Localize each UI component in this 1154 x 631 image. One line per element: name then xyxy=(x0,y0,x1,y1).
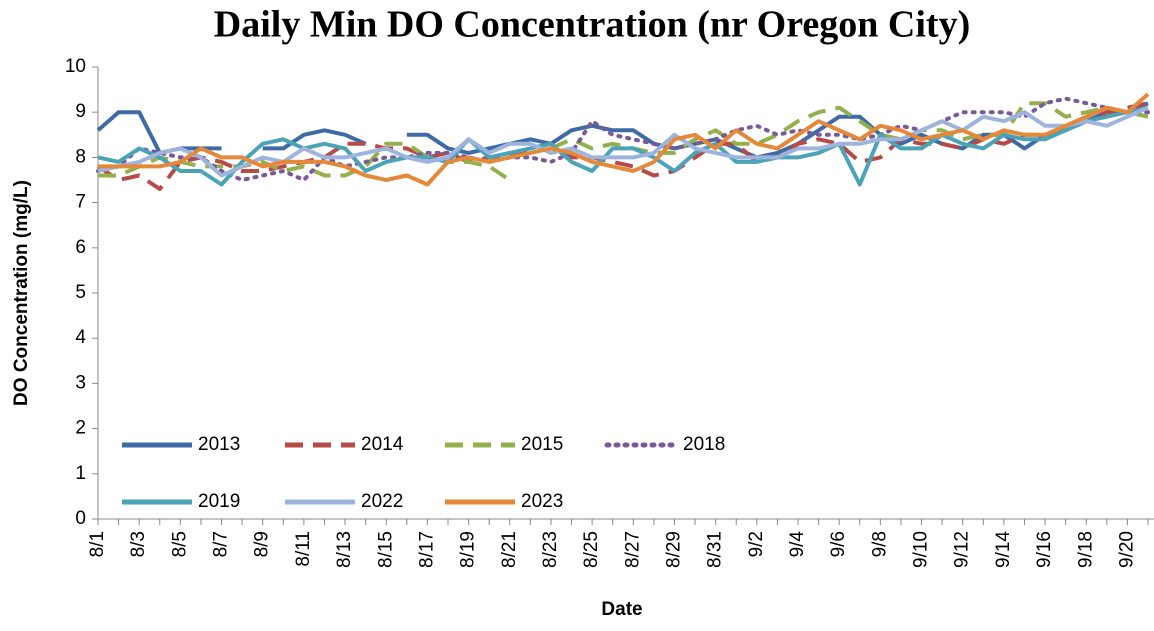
legend-label: 2015 xyxy=(521,434,563,455)
y-tick-label: 7 xyxy=(75,192,86,213)
series-line xyxy=(97,105,1149,178)
series-line xyxy=(98,92,1150,187)
series-line xyxy=(96,96,1150,182)
x-tick-label: 8/1 xyxy=(87,531,108,557)
x-tick-label: 9/10 xyxy=(911,531,932,568)
series-line xyxy=(96,101,1149,191)
x-tick-label: 8/27 xyxy=(622,531,643,568)
series-line xyxy=(97,105,1149,187)
legend-label: 2018 xyxy=(683,434,725,455)
legend-label: 2022 xyxy=(361,491,403,512)
x-tick-label: 8/3 xyxy=(128,531,149,557)
y-tick-label: 1 xyxy=(75,463,86,484)
x-tick-label: 9/20 xyxy=(1116,531,1137,568)
x-tick-label: 8/17 xyxy=(416,531,437,568)
chart-title: Daily Min DO Concentration (nr Oregon Ci… xyxy=(214,4,970,46)
legend-label: 2013 xyxy=(198,434,240,455)
x-tick-label: 9/6 xyxy=(828,531,849,557)
x-tick-label: 9/8 xyxy=(869,531,890,557)
y-tick-label: 8 xyxy=(75,146,86,167)
x-tick-label: 8/29 xyxy=(663,531,684,568)
x-tick-label: 8/19 xyxy=(458,531,479,568)
y-tick-label: 4 xyxy=(75,327,86,348)
x-axis-title: Date xyxy=(601,599,642,620)
y-tick-label: 2 xyxy=(75,418,86,439)
legend-label: 2014 xyxy=(361,434,404,455)
y-tick-label: 6 xyxy=(75,237,86,258)
y-tick-label: 3 xyxy=(75,372,86,393)
x-tick-label: 8/23 xyxy=(540,531,561,568)
x-tick-label: 9/12 xyxy=(952,531,973,568)
x-tick-label: 8/25 xyxy=(581,531,602,568)
x-tick-label: 8/5 xyxy=(169,531,190,557)
y-tick-label: 5 xyxy=(75,282,86,303)
legend-label: 2019 xyxy=(198,491,240,512)
y-tick-label: 10 xyxy=(65,56,86,77)
x-tick-label: 8/15 xyxy=(375,531,396,568)
x-tick-label: 8/21 xyxy=(499,531,520,568)
x-tick-label: 9/2 xyxy=(746,531,767,557)
x-tick-label: 9/14 xyxy=(993,531,1014,568)
y-tick-label: 0 xyxy=(75,508,86,529)
x-tick-label: 9/18 xyxy=(1075,531,1096,568)
y-axis-title: DO Concentration (mg/L) xyxy=(11,180,32,406)
legend-label: 2023 xyxy=(521,491,563,512)
x-tick-label: 8/13 xyxy=(334,531,355,568)
x-tick-label: 8/9 xyxy=(252,531,273,557)
y-tick-label: 9 xyxy=(75,101,86,122)
x-tick-label: 8/11 xyxy=(293,531,314,567)
x-tick-label: 9/16 xyxy=(1034,531,1055,568)
x-tick-label: 8/31 xyxy=(705,531,726,568)
x-tick-label: 8/7 xyxy=(211,531,232,557)
x-tick-label: 9/4 xyxy=(787,531,808,558)
